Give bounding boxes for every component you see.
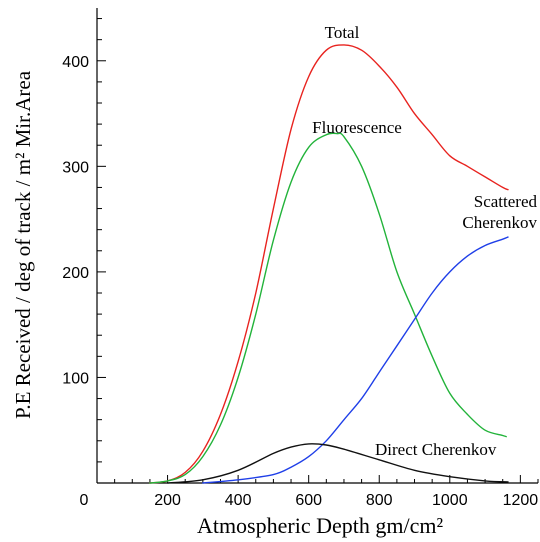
y-tick-label: 400 (62, 54, 89, 71)
axes: 100 200 300 400 0 200 400 600 800 1000 1200 (62, 8, 539, 509)
x-tick-label: 400 (225, 492, 252, 509)
labels: Atmospheric Depth gm/cm² P.E Received / d… (11, 23, 537, 538)
y-tick-label: 300 (62, 159, 89, 176)
x-tick-label: 800 (366, 492, 393, 509)
x-tick-label: 0 (80, 492, 89, 509)
series-line-4 (166, 443, 509, 484)
series-label-3: Scattered Cherenkov (462, 192, 537, 232)
series-label-1: Total (325, 23, 360, 42)
x-tick-label: 1200 (503, 492, 539, 509)
x-axis-title: Atmospheric Depth gm/cm² (197, 513, 444, 538)
series-layer (149, 44, 509, 484)
series-label-2: Fluorescence (312, 118, 402, 137)
series-line-2 (149, 132, 507, 484)
y-tick-label: 200 (62, 265, 89, 282)
x-tick-label: 1000 (432, 492, 468, 509)
series-line-3 (202, 236, 509, 484)
x-tick-label: 200 (154, 492, 181, 509)
series-line-1 (149, 44, 509, 484)
series-label-4: Direct Cherenkov (375, 440, 497, 459)
y-tick-label: 100 (62, 370, 89, 387)
y-axis-title: P.E Received / deg of track / m² Mir.Are… (11, 70, 35, 419)
x-tick-label: 600 (295, 492, 322, 509)
